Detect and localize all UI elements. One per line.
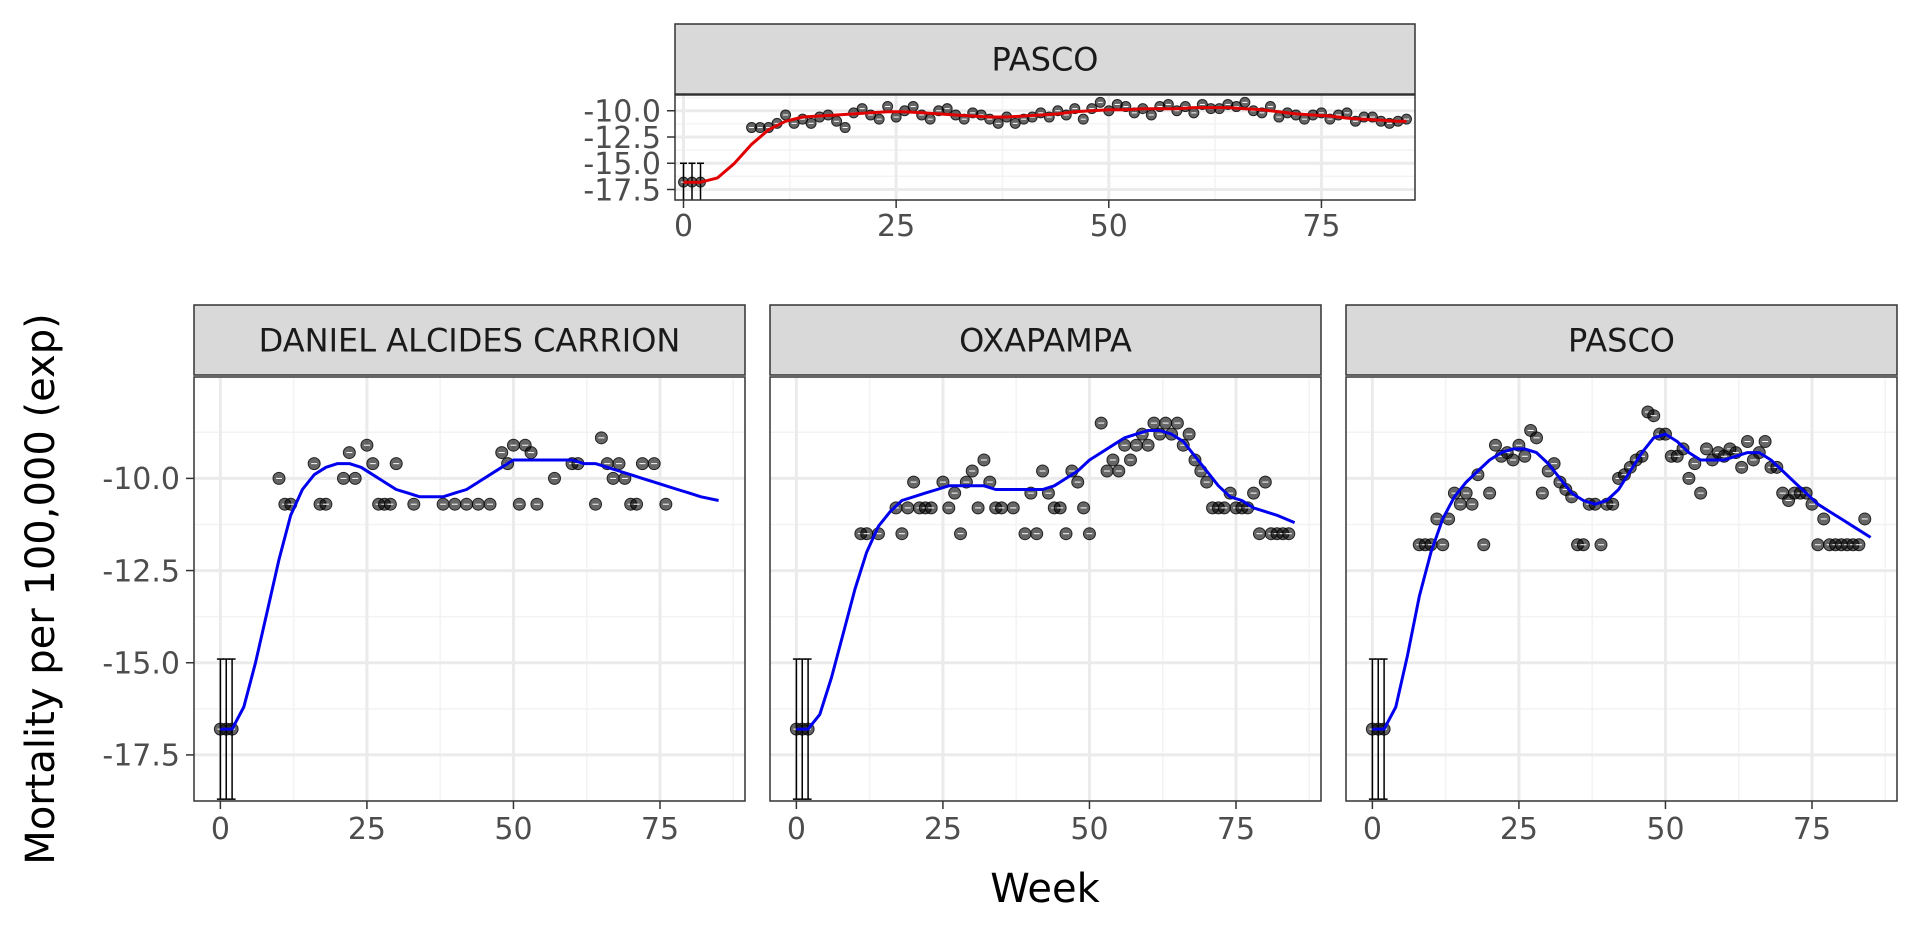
panel-border [193,376,746,802]
y-axis-label: Mortality per 100,000 (exp) [18,313,64,864]
facet-panel: OXAPAMPA 0 25 50 75 [769,304,1322,847]
facet-panel: PASCO 0 25 50 75 -10.0-12.5-15.0-17.5 [583,23,1416,244]
plot-area [1346,377,1897,801]
x-axis-label: Week [990,866,1100,912]
panel-border [1345,376,1898,802]
x-tick-label: 0 [674,209,693,244]
facet-title: PASCO [992,41,1099,79]
plot-content [194,377,745,801]
y-tick-label: -10.0 [102,462,180,497]
x-tick-label: 25 [877,209,915,244]
x-tick-label: 75 [1217,812,1255,847]
facet-strip [769,304,1322,376]
smooth-line [683,106,1407,184]
x-tick-label: 0 [1363,812,1382,847]
plot-content [1346,377,1897,801]
facet-panel: PASCO 0 25 50 75 [1345,304,1898,847]
y-tick-label: -17.5 [583,173,661,208]
facet-title: PASCO [1568,322,1675,360]
x-tick-label: 50 [1090,209,1128,244]
x-tick-label: 0 [211,812,230,847]
top-y-axis-label: Mortality per 100,000 [492,0,538,333]
x-tick-label: 50 [1646,812,1684,847]
y-tick-label: -12.5 [583,121,661,156]
plot-area [770,377,1321,801]
x-tick-label: 75 [641,812,679,847]
facet-title: DANIEL ALCIDES CARRION [259,322,681,360]
y-tick-label: -12.5 [102,554,180,589]
y-tick-label: -17.5 [102,739,180,774]
panel-border [674,94,1416,201]
facet-panel: DANIEL ALCIDES CARRION 0 25 50 75 -10.0 -12.5 -… [102,304,746,847]
panel-border [769,376,1322,802]
plot-content [675,95,1415,200]
smooth-line [1372,432,1872,731]
x-tick-label: 75 [1302,209,1340,244]
facet-strip [674,23,1416,95]
y-tick-label: -15.0 [583,147,661,182]
x-tick-label: 0 [787,812,806,847]
y-tick-label: -15.0 [102,647,180,682]
x-tick-label: 25 [1500,812,1538,847]
facet-strip [1345,304,1898,376]
x-tick-label: 25 [348,812,386,847]
facet-title: OXAPAMPA [959,322,1132,360]
facet-strip [193,304,746,376]
x-tick-label: 50 [1070,812,1108,847]
x-tick-label: 75 [1793,812,1831,847]
y-tick-label: -10.0 [583,95,661,130]
smooth-line [796,429,1296,731]
smooth-line [220,458,719,731]
x-tick-label: 50 [494,812,532,847]
plot-area [194,377,745,801]
plot-content [770,377,1321,801]
x-tick-label: 25 [924,812,962,847]
